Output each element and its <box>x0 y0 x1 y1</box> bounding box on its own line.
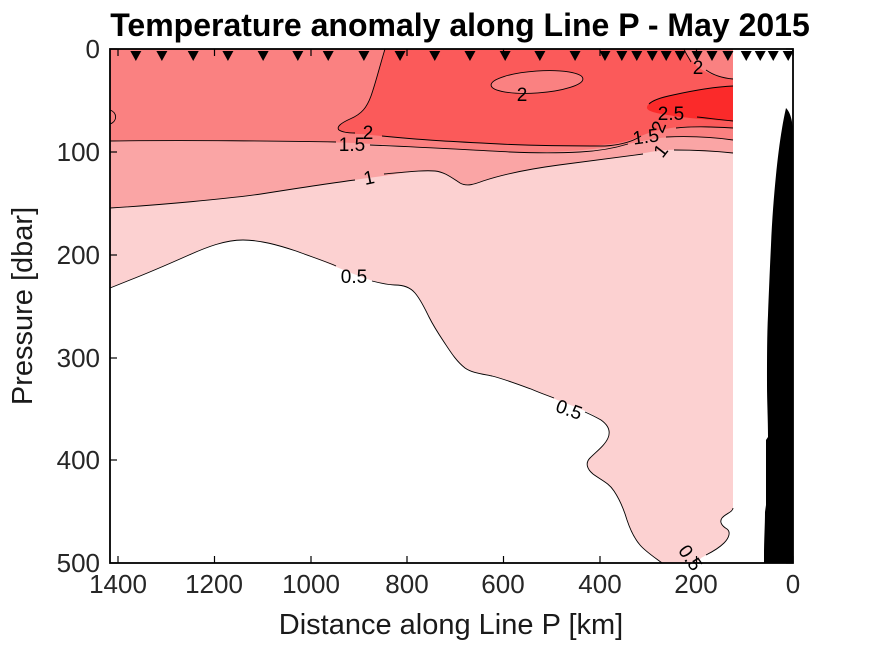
y-ticks <box>110 48 793 564</box>
x-tick-label: 600 <box>481 569 524 599</box>
plot-title: Temperature anomaly along Line P - May 2… <box>110 7 810 43</box>
station-marker <box>631 51 643 61</box>
station-marker <box>660 51 672 61</box>
axes <box>109 48 794 564</box>
contour-label: 2.5 <box>658 104 684 125</box>
station-marker <box>429 51 441 61</box>
x-tick-label: 400 <box>578 569 621 599</box>
station-marker <box>222 51 234 61</box>
station-marker <box>499 51 511 61</box>
contour-label: 1.5 <box>631 125 660 149</box>
axes-box <box>109 48 794 564</box>
station-markers <box>130 51 794 61</box>
station-marker <box>464 51 476 61</box>
station-marker <box>599 51 611 61</box>
contour-fill-bands <box>110 49 733 563</box>
y-tick-label: 500 <box>57 548 100 578</box>
contour-2-oval-line <box>490 70 584 94</box>
x-tick-label: 1200 <box>185 569 243 599</box>
contour-label: 2 <box>517 85 528 106</box>
band-warm-oval <box>491 70 583 94</box>
x-tick-label: 800 <box>385 569 428 599</box>
y-tick-label: 300 <box>57 343 100 373</box>
y-tick-label: 400 <box>57 445 100 475</box>
x-tick-label: 200 <box>674 569 717 599</box>
station-marker <box>257 51 269 61</box>
contour-lines <box>109 48 734 564</box>
station-marker <box>394 51 406 61</box>
x-tick-labels: 1400 1200 1000 800 600 400 200 0 <box>89 569 800 599</box>
station-marker <box>534 51 546 61</box>
y-tick-label: 100 <box>57 137 100 167</box>
contour-label: 2 <box>693 58 704 79</box>
y-tick-labels: 0 100 200 300 400 500 <box>57 34 100 578</box>
contour-label: 2 <box>363 123 374 144</box>
contour-label: 0.5 <box>341 267 367 288</box>
station-marker <box>754 51 766 61</box>
contour-2.5-line <box>648 85 734 122</box>
contour-label: 1.5 <box>339 135 365 156</box>
contour-left-notch <box>109 109 117 125</box>
contour-1-line <box>109 149 734 209</box>
station-marker <box>646 51 658 61</box>
station-marker <box>722 51 734 61</box>
station-marker <box>322 51 334 61</box>
x-axis-label: Distance along Line P [km] <box>279 609 623 641</box>
band-2-2.5 <box>338 49 733 146</box>
station-marker <box>156 51 168 61</box>
station-marker <box>740 51 752 61</box>
station-marker <box>187 51 199 61</box>
contour-0.5-line <box>109 239 734 564</box>
station-marker <box>782 51 794 61</box>
station-marker <box>130 51 142 61</box>
station-marker <box>691 51 703 61</box>
contour-2-coast-line <box>683 48 734 80</box>
contour-1.5-line <box>109 136 734 154</box>
station-marker <box>358 51 370 61</box>
x-tick-label: 1400 <box>89 569 147 599</box>
y-axis-label: Pressure [dbar] <box>7 207 39 405</box>
station-marker <box>674 51 686 61</box>
y-tick-label: 0 <box>86 34 100 64</box>
station-marker <box>569 51 581 61</box>
contour-2-front-line <box>337 48 734 147</box>
bathymetry-wedge <box>764 108 793 563</box>
band-2.5-3 <box>646 86 733 121</box>
station-marker <box>292 51 304 61</box>
station-marker <box>706 51 718 61</box>
x-tick-label: 1000 <box>282 569 340 599</box>
station-marker <box>767 51 779 61</box>
x-tick-label: 0 <box>786 569 800 599</box>
y-tick-label: 200 <box>57 240 100 270</box>
contour-label: 1 <box>362 167 377 190</box>
station-marker <box>616 51 628 61</box>
